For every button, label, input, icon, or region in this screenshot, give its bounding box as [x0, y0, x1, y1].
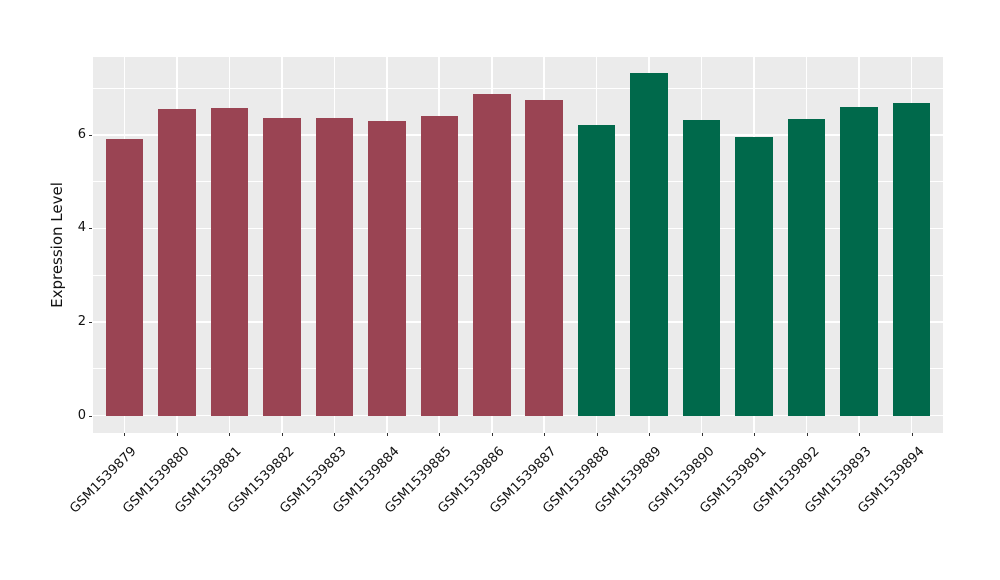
bar-GSM1539879: [105, 138, 144, 416]
bar-GSM1539880: [158, 108, 196, 416]
minor-gridline: [93, 181, 943, 182]
x-tick-mark: [911, 433, 913, 436]
y-tick-label: 2: [77, 314, 86, 330]
x-tick-mark: [176, 433, 178, 436]
bar-GSM1539891: [735, 136, 773, 416]
x-tick-mark: [491, 433, 493, 436]
x-tick-mark: [754, 433, 756, 436]
x-tick-mark: [386, 433, 388, 436]
x-tick-mark: [229, 433, 231, 436]
x-tick-mark: [859, 433, 861, 436]
bar-GSM1539894: [892, 103, 931, 416]
y-tick-mark: [89, 415, 92, 417]
major-gridline: [93, 321, 943, 323]
x-tick-mark: [439, 433, 441, 436]
y-tick-label: 0: [77, 407, 86, 423]
major-gridline: [93, 227, 943, 230]
x-tick-mark: [596, 433, 598, 436]
x-tick-mark: [806, 433, 808, 436]
y-tick-mark: [89, 228, 92, 230]
bar-GSM1539893: [840, 106, 878, 416]
x-tick-mark: [544, 433, 546, 436]
bar-GSM1539888: [577, 125, 616, 416]
y-tick-label: 4: [77, 220, 86, 236]
x-tick-mark: [124, 433, 126, 436]
bar-GSM1539889: [630, 73, 668, 416]
x-tick-mark: [334, 433, 336, 436]
x-tick-mark: [701, 433, 703, 436]
bar-GSM1539885: [420, 116, 459, 416]
major-gridline: [93, 414, 943, 417]
bar-GSM1539882: [263, 117, 301, 416]
y-tick-mark: [89, 134, 92, 136]
bar-GSM1539887: [525, 100, 563, 416]
plot-panel: [93, 57, 943, 433]
minor-gridline: [93, 274, 943, 276]
bar-GSM1539884: [368, 120, 406, 416]
minor-gridline: [93, 368, 943, 370]
y-tick-mark: [89, 322, 92, 324]
bar-GSM1539881: [210, 108, 249, 416]
major-gridline: [93, 133, 943, 136]
minor-gridline: [93, 87, 943, 89]
bar-GSM1539890: [682, 119, 721, 416]
x-tick-mark: [649, 433, 651, 436]
bar-GSM1539886: [473, 93, 511, 416]
bar-GSM1539892: [787, 118, 826, 416]
y-tick-label: 6: [77, 126, 86, 142]
x-tick-mark: [281, 433, 283, 436]
bar-GSM1539883: [315, 117, 354, 416]
y-axis-label: Expression Level: [48, 182, 66, 308]
